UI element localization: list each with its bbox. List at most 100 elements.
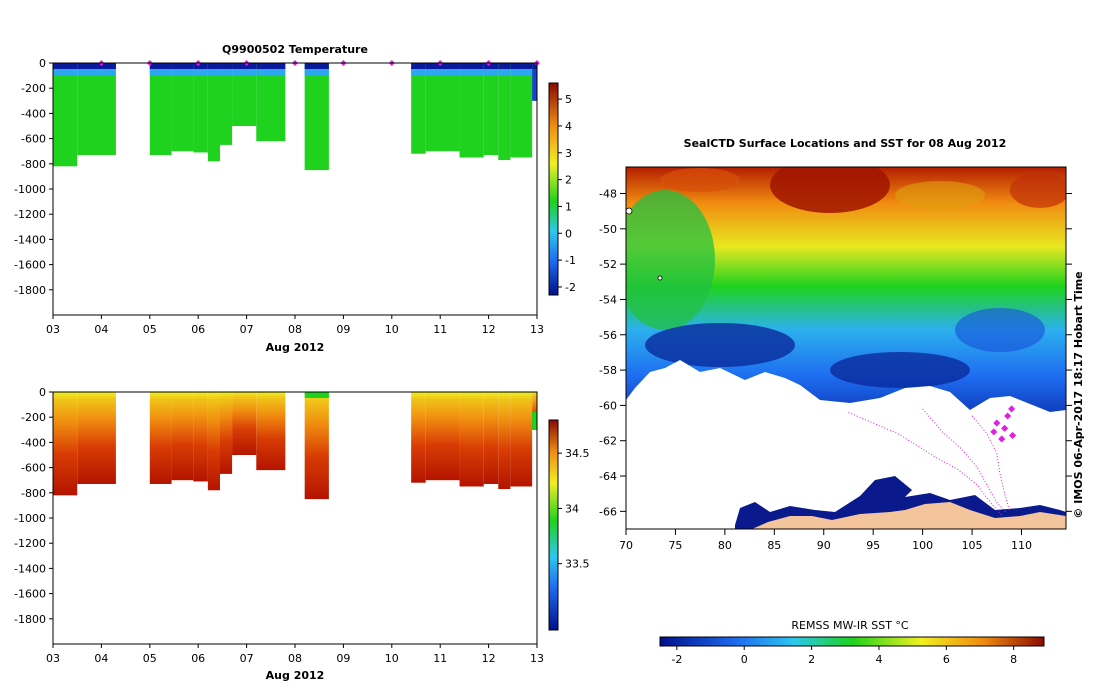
lat-tick-label: -60 [599,399,617,412]
x-tick-label: 09 [336,652,350,665]
temperature-profile [256,63,286,142]
x-tick-label: 04 [94,323,108,336]
temperature-mixed-layer [483,67,499,75]
y-tick-label: 0 [39,57,46,70]
temperature-mixed-layer [53,67,78,75]
lat-tick-label: -50 [599,223,617,236]
lon-tick-label: 80 [718,539,732,552]
x-tick-label: 08 [288,323,302,336]
salinity-profile [256,392,286,471]
temperature-surface-layer [304,63,329,69]
lat-tick-label: -54 [599,293,617,306]
salinity-profile [149,392,172,484]
sst-colorbar-tick-label: 8 [1010,653,1017,666]
temperature-panel: Q9900502 Temperature 0 -200 -400 -600 -800 -1… [14,43,576,354]
colorbar-tick-label: 0 [565,227,572,240]
y-tick-label: -1800 [14,284,46,297]
sst-map-panel: SealCTD Surface Locations and SST for 08… [599,137,1085,666]
sst-colorbar-tick-label: 6 [943,653,950,666]
temperature-colorbar [548,82,559,296]
island [657,275,663,281]
temperature-profile [510,63,533,158]
salinity-profile [219,392,233,474]
sst-map-frame [625,166,1067,530]
temperature-mixed-layer [193,67,208,75]
sst-longitude-ticks: 70 75 80 85 90 95 100 105 110 [619,529,1032,552]
y-tick-label: 0 [39,386,46,399]
lat-tick-label: -48 [599,187,617,200]
y-tick-label: -1400 [14,562,46,575]
seal-location [1008,405,1016,413]
x-tick-label: 13 [530,652,544,665]
sst-colorbar-tick-label: 2 [808,653,815,666]
temperature-profile [149,63,172,155]
seal-track [971,415,1011,512]
salinity-colorbar-ticks: 34.5 34 33.5 [558,447,590,571]
cold-patch [955,308,1045,352]
sst-colorbar [659,636,1045,647]
y-tick-label: -600 [21,133,46,146]
temperature-y-ticks: 0 -200 -400 -600 -800 -1000 -1200 -1400 -1600 -18… [14,57,53,297]
temperature-surface-layer [459,63,484,69]
temperature-profile [411,63,426,154]
temperature-profile [207,63,220,162]
sst-colorbar-tick-label: -2 [671,653,682,666]
x-tick-label: 10 [385,323,399,336]
y-tick-label: -800 [21,158,46,171]
salinity-profile [77,392,116,484]
seal-tracks [848,405,1017,516]
salinity-profile-fresh [532,412,537,430]
temperature-mixed-layer [256,67,286,75]
temperature-surface-layer [510,63,533,69]
seal-location [993,419,1001,427]
temperature-surface-layer [232,63,257,69]
lon-tick-label: 100 [912,539,933,552]
lon-tick-label: 70 [619,539,633,552]
lat-tick-label: -62 [599,435,617,448]
colorbar-tick-label: 4 [565,120,572,133]
colorbar-tick-label: 2 [565,174,572,187]
temperature-surface-layer [207,63,220,69]
sst-colorbar-ticks: -2 0 2 4 6 8 [671,646,1017,666]
salinity-profile [425,392,460,481]
temperature-surface-layer [256,63,286,69]
warm-patch [895,181,985,209]
temperature-mixed-layer [425,67,460,75]
x-tick-label: 03 [46,652,60,665]
colorbar-tick-label: -2 [565,281,576,294]
salinity-profile [304,392,329,500]
salinity-panel: 0 -200 -400 -600 -800 -1000 -1200 -1400 -1600 -18… [14,386,589,682]
salinity-y-ticks: 0 -200 -400 -600 -800 -1000 -1200 -1400 -1600 -18… [14,386,53,626]
island [626,207,633,215]
y-tick-label: -1200 [14,537,46,550]
x-tick-label: 12 [482,652,496,665]
salinity-profile [510,392,533,487]
lon-tick-label: 110 [1011,539,1032,552]
y-tick-label: -600 [21,462,46,475]
salinity-profile [532,392,537,430]
x-tick-label: 10 [385,652,399,665]
x-tick-label: 11 [433,323,447,336]
temperature-mixed-layer [77,67,116,75]
temperature-surface-layer [483,63,499,69]
lat-tick-label: -52 [599,258,617,271]
temperature-mixed-layer [219,67,233,75]
salinity-profile [459,392,484,487]
colorbar-tick-label: 3 [565,147,572,160]
salinity-x-ticks: 03 04 05 06 07 08 09 10 11 12 13 [46,644,544,665]
lon-tick-label: 90 [817,539,831,552]
sst-colorbar-label: REMSS MW-IR SST °C [791,619,909,632]
temperature-profile [304,63,329,171]
x-tick-label: 09 [336,323,350,336]
temperature-surface-layer [411,63,426,69]
sst-field [626,167,1066,529]
colorbar-tick-label: 34 [565,502,579,515]
temperature-surface-layer [53,63,78,69]
salinity-profile [207,392,220,491]
temperature-mixed-layer [232,67,257,75]
y-tick-label: -1600 [14,259,46,272]
lat-tick-label: -58 [599,364,617,377]
temperature-x-label: Aug 2012 [266,341,325,354]
y-tick-label: -1000 [14,512,46,525]
temperature-profiles [53,63,537,171]
